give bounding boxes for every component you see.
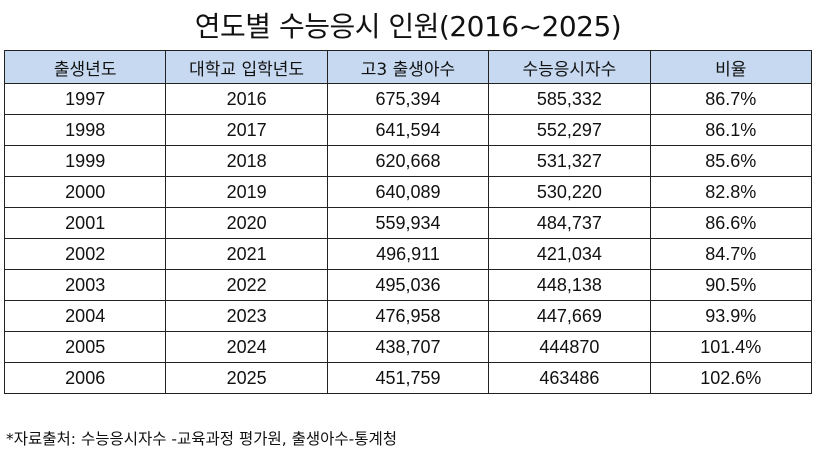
cell-entry-year: 2016 <box>165 83 328 115</box>
header-test-takers: 수능응시자수 <box>488 50 651 84</box>
cell-entry-year: 2018 <box>165 145 328 177</box>
cell-test-takers: 585,332 <box>488 83 651 115</box>
cell-births: 675,394 <box>326 83 490 115</box>
cell-births: 641,594 <box>326 114 490 146</box>
cell-birth-year: 1998 <box>3 114 167 146</box>
cell-birth-year: 2005 <box>3 331 167 363</box>
cell-ratio: 102.6% <box>649 362 813 394</box>
cell-test-takers: 530,220 <box>488 176 651 208</box>
cell-ratio: 101.4% <box>649 331 813 363</box>
page-title: 연도별 수능응시 인원(2016~2025) <box>194 10 622 43</box>
cell-test-takers: 463486 <box>488 362 651 394</box>
cell-births: 495,036 <box>326 269 490 301</box>
cell-entry-year: 2025 <box>165 362 328 394</box>
header-ratio: 비율 <box>649 50 813 84</box>
cell-test-takers: 448,138 <box>488 269 651 301</box>
cell-entry-year: 2022 <box>165 269 328 301</box>
cell-birth-year: 1997 <box>3 83 167 115</box>
cell-ratio: 86.7% <box>649 83 813 115</box>
cell-test-takers: 484,737 <box>488 207 651 239</box>
table-row: 2003 2022 495,036 448,138 90.5% <box>3 269 813 301</box>
cell-birth-year: 2002 <box>3 238 167 270</box>
cell-births: 559,934 <box>326 207 490 239</box>
cell-ratio: 84.7% <box>649 238 813 270</box>
cell-births: 496,911 <box>326 238 490 270</box>
table-row: 2005 2024 438,707 444870 101.4% <box>3 331 813 363</box>
table-row: 2006 2025 451,759 463486 102.6% <box>3 362 813 394</box>
cell-entry-year: 2019 <box>165 176 328 208</box>
cell-test-takers: 421,034 <box>488 238 651 270</box>
cell-birth-year: 2001 <box>3 207 167 239</box>
table-body: 1997 2016 675,394 585,332 86.7% 1998 2017 641,5… <box>3 83 813 394</box>
cell-births: 640,089 <box>326 176 490 208</box>
cell-births: 476,958 <box>326 300 490 332</box>
header-entry-year: 대학교 입학년도 <box>165 50 328 84</box>
cell-ratio: 82.8% <box>649 176 813 208</box>
cell-birth-year: 1999 <box>3 145 167 177</box>
cell-entry-year: 2024 <box>165 331 328 363</box>
cell-ratio: 86.1% <box>649 114 813 146</box>
cell-test-takers: 447,669 <box>488 300 651 332</box>
cell-births: 438,707 <box>326 331 490 363</box>
cell-test-takers: 552,297 <box>488 114 651 146</box>
cell-entry-year: 2021 <box>165 238 328 270</box>
table-row: 2000 2019 640,089 530,220 82.8% <box>3 176 813 208</box>
cell-births: 620,668 <box>326 145 490 177</box>
cell-birth-year: 2006 <box>3 362 167 394</box>
table-row: 1999 2018 620,668 531,327 85.6% <box>3 145 813 177</box>
table-row: 1998 2017 641,594 552,297 86.1% <box>3 114 813 146</box>
cell-entry-year: 2017 <box>165 114 328 146</box>
cell-births: 451,759 <box>326 362 490 394</box>
cell-test-takers: 444870 <box>488 331 651 363</box>
source-footnote: *자료출처: 수능응시자수 -교육과정 평가원, 출생아수-통계청 <box>6 430 398 448</box>
header-row: 출생년도 대학교 입학년도 고3 출생아수 수능응시자수 비율 <box>3 50 813 84</box>
table-row: 2001 2020 559,934 484,737 86.6% <box>3 207 813 239</box>
cell-entry-year: 2020 <box>165 207 328 239</box>
cell-birth-year: 2000 <box>3 176 167 208</box>
cell-ratio: 93.9% <box>649 300 813 332</box>
table-row: 2002 2021 496,911 421,034 84.7% <box>3 238 813 270</box>
table-row: 1997 2016 675,394 585,332 86.7% <box>3 83 813 115</box>
cell-test-takers: 531,327 <box>488 145 651 177</box>
cell-ratio: 85.6% <box>649 145 813 177</box>
cell-birth-year: 2004 <box>3 300 167 332</box>
cell-entry-year: 2023 <box>165 300 328 332</box>
header-births: 고3 출생아수 <box>326 50 490 84</box>
cell-ratio: 86.6% <box>649 207 813 239</box>
data-table: 출생년도 대학교 입학년도 고3 출생아수 수능응시자수 비율 1997 2016… <box>3 50 813 394</box>
table-row: 2004 2023 476,958 447,669 93.9% <box>3 300 813 332</box>
cell-birth-year: 2003 <box>3 269 167 301</box>
cell-ratio: 90.5% <box>649 269 813 301</box>
header-birth-year: 출생년도 <box>3 50 167 84</box>
